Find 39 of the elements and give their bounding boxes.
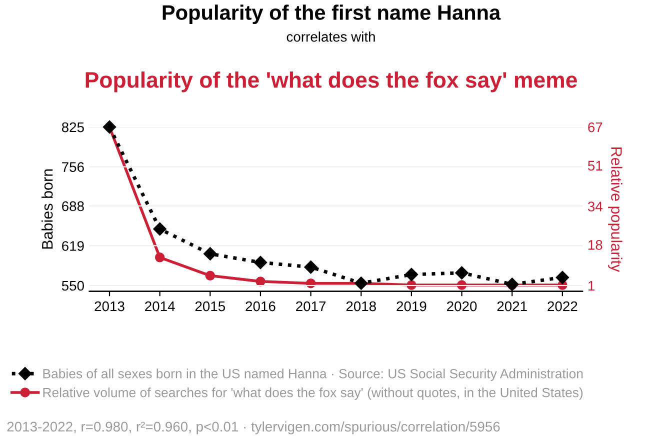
y-tick-label: 825 (62, 122, 84, 132)
y-tick-label: 550 (62, 280, 84, 291)
x-tick-label: 2022 (548, 301, 578, 312)
chart-title: Popularity of the first name Hanna (162, 4, 501, 24)
y2-tick-label: 1 (588, 280, 594, 291)
y-axis-title: Babies born (42, 169, 53, 249)
point (205, 270, 216, 281)
y2-tick-label: 18 (588, 240, 602, 250)
point (304, 260, 318, 274)
y2-tick-label: 67 (588, 122, 602, 132)
y2-tick-label: 51 (588, 160, 602, 171)
legend-label: Relative volume of searches for 'what does the fox say' (without quotes, in the United States) (43, 388, 583, 400)
point (154, 252, 165, 262)
y-tick-label: 756 (62, 162, 84, 172)
x-tick-label: 2021 (497, 301, 527, 312)
text: 2013-2022, r=0.980, r²=0.960, p<0.01 · tylervigen.com/spurious/correlation/5956 (7, 421, 500, 434)
legend-label: Babies of all sexes born in the US named Hanna · Source: US Social Security Administration (43, 368, 583, 381)
y-tick-label: 688 (62, 201, 84, 212)
y-tick-label: 619 (62, 241, 84, 251)
x-tick-label: 2020 (447, 301, 477, 312)
point (506, 278, 519, 291)
point (153, 222, 166, 236)
x-tick-label: 2015 (195, 301, 226, 312)
x-tick-label: 2017 (296, 301, 326, 312)
x-tick-label: 2013 (94, 301, 124, 312)
x-tick-label: 2014 (145, 301, 175, 312)
point (254, 256, 268, 270)
point (404, 268, 418, 282)
x-tick-label: 2018 (346, 301, 376, 312)
point (556, 270, 570, 284)
point (455, 266, 468, 280)
text: Popularity of the 'what does the fox say' meme (86, 71, 577, 92)
y2-axis-title: Relative popularity (608, 148, 622, 272)
y2-tick-label: 34 (588, 202, 602, 212)
chart-subtitle: correlates with (286, 32, 375, 42)
x-tick-label: 2016 (246, 301, 276, 312)
point (204, 247, 217, 260)
x-tick-label: 2019 (396, 301, 426, 312)
point (256, 276, 266, 286)
